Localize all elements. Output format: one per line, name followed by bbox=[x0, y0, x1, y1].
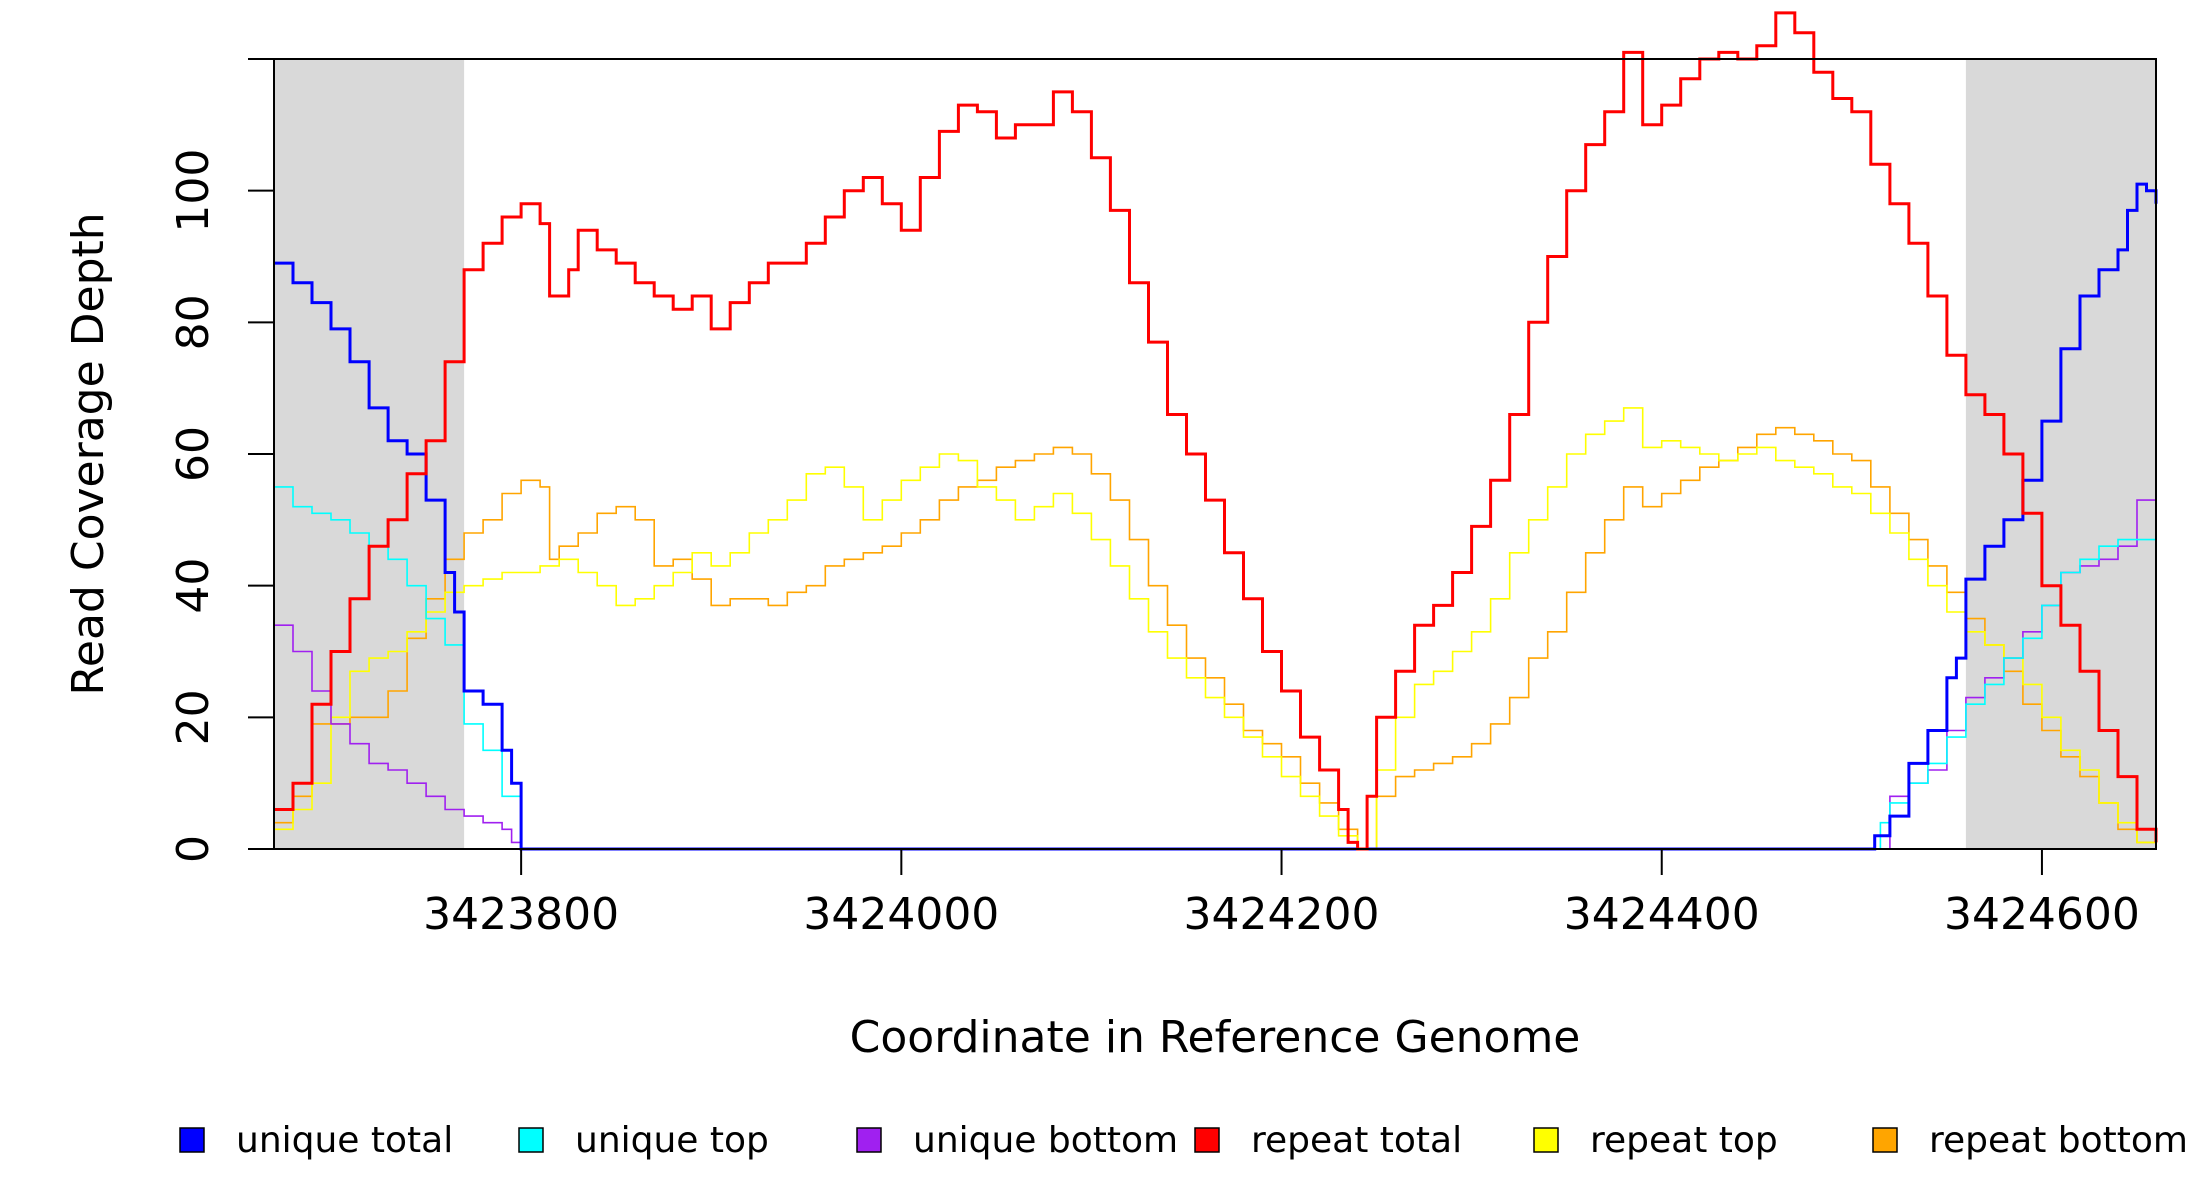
legend-label: repeat total bbox=[1251, 1120, 1462, 1161]
legend-item-repeat-bottom: repeat bottom bbox=[1872, 1120, 2188, 1161]
legend-item-repeat-total: repeat total bbox=[1194, 1120, 1462, 1161]
legend-swatch bbox=[856, 1127, 882, 1153]
x-axis: 3423800 3424000 3424200 3424400 3424600 bbox=[423, 848, 2140, 940]
legend: unique total unique top unique bottom repea… bbox=[179, 1120, 2188, 1161]
series-line-unique-total bbox=[274, 182, 2158, 851]
legend-label: unique total bbox=[236, 1120, 453, 1161]
legend-item-unique-bottom: unique bottom bbox=[856, 1120, 1178, 1161]
y-tick-label: 60 bbox=[168, 426, 219, 482]
legend-label: repeat bottom bbox=[1929, 1120, 2188, 1161]
legend-label: unique bottom bbox=[913, 1120, 1178, 1161]
legend-item-repeat-top: repeat top bbox=[1533, 1120, 1778, 1161]
y-tick-label: 40 bbox=[168, 558, 219, 614]
x-tick-label: 3424600 bbox=[1944, 889, 2140, 940]
series-lines bbox=[274, 11, 2158, 851]
legend-swatch bbox=[179, 1127, 205, 1153]
legend-item-unique-top: unique top bbox=[518, 1120, 769, 1161]
x-axis-title: Coordinate in Reference Genome bbox=[850, 1012, 1581, 1063]
legend-swatch bbox=[1872, 1127, 1898, 1153]
legend-swatch bbox=[1533, 1127, 1559, 1153]
y-tick-label: 100 bbox=[168, 149, 219, 233]
x-tick-label: 3423800 bbox=[423, 889, 619, 940]
legend-swatch bbox=[1194, 1127, 1220, 1153]
series-line-repeat-total bbox=[274, 11, 2158, 851]
legend-label: unique top bbox=[575, 1120, 769, 1161]
series-line-repeat-bottom bbox=[274, 426, 2157, 850]
y-tick-label: 80 bbox=[168, 294, 219, 350]
y-axis-title: Read Coverage Depth bbox=[63, 212, 114, 695]
legend-label: repeat top bbox=[1590, 1120, 1778, 1161]
y-tick-label: 20 bbox=[168, 689, 219, 745]
legend-swatch bbox=[518, 1127, 544, 1153]
x-tick-label: 3424000 bbox=[803, 889, 999, 940]
y-tick-label: 0 bbox=[168, 835, 219, 863]
legend-item-unique-total: unique total bbox=[179, 1120, 453, 1161]
shaded-regions bbox=[274, 59, 2156, 849]
series-line-repeat-top bbox=[274, 407, 2157, 850]
shaded-region-1 bbox=[274, 59, 465, 849]
y-axis: 0 20 40 60 80 100 bbox=[168, 58, 275, 863]
x-tick-label: 3424200 bbox=[1184, 889, 1380, 940]
x-tick-label: 3424400 bbox=[1564, 889, 1760, 940]
